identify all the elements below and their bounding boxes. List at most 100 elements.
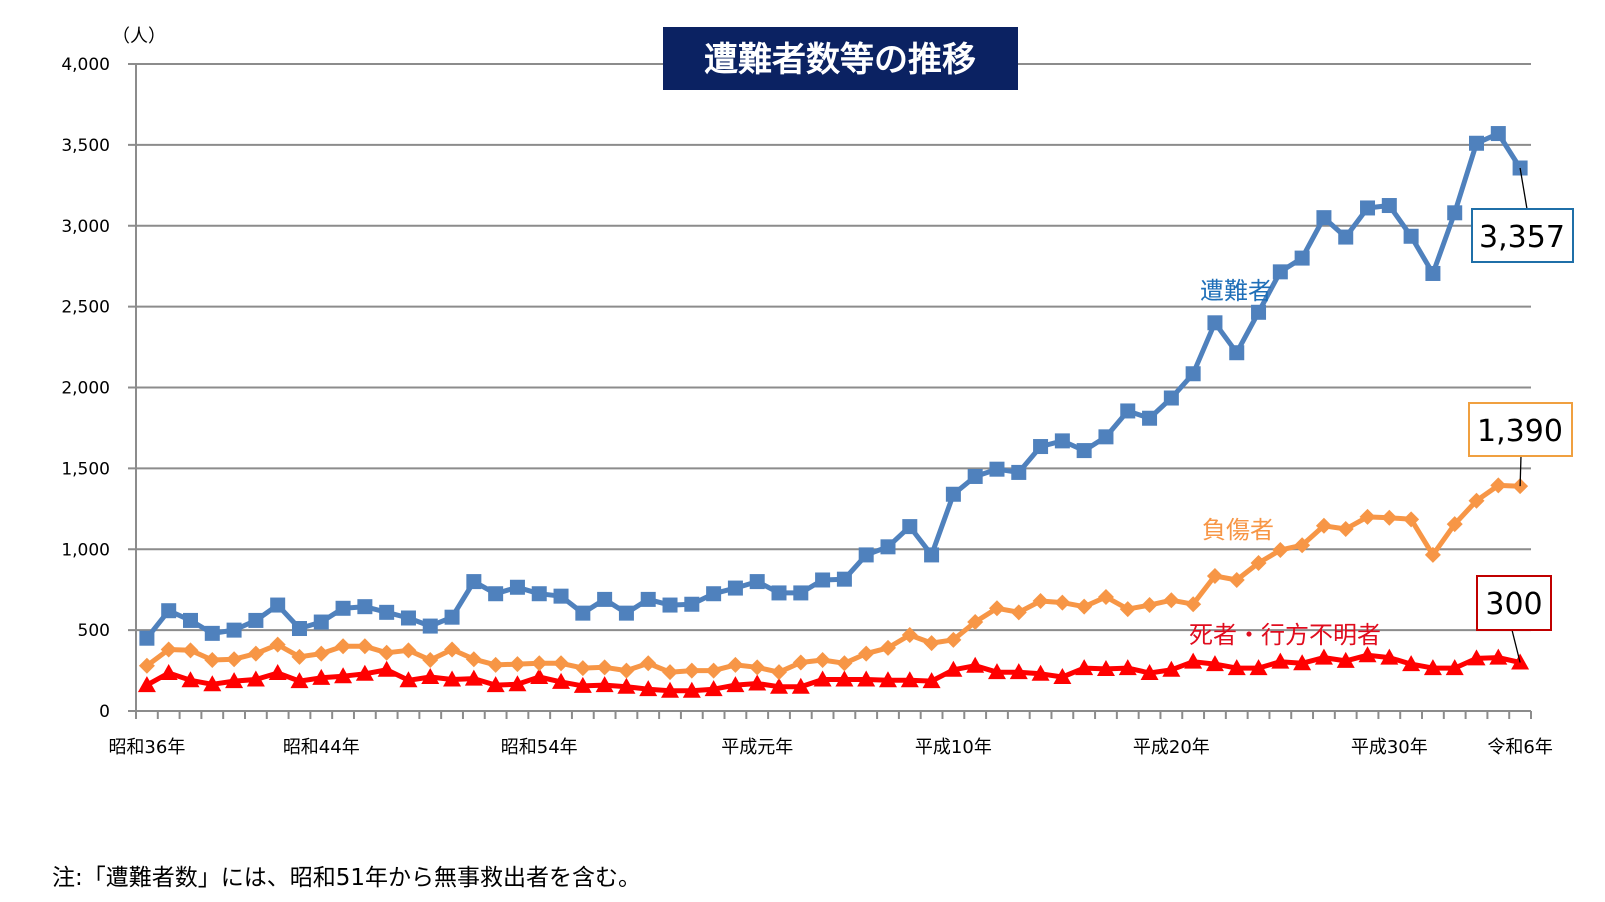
data-point <box>246 670 265 687</box>
data-point <box>226 651 243 668</box>
data-point <box>749 574 765 590</box>
data-point <box>1054 594 1071 611</box>
data-point <box>682 681 701 698</box>
callout-dead-missing: 300 <box>1476 575 1552 663</box>
data-point <box>161 603 177 619</box>
data-point <box>1227 659 1246 676</box>
data-point <box>1010 604 1027 621</box>
data-point <box>749 659 766 676</box>
x-tick-label: 平成10年 <box>915 737 992 758</box>
data-point <box>1425 265 1441 281</box>
data-point <box>944 660 963 677</box>
y-tick-label: 0 <box>99 702 110 722</box>
data-point <box>1031 664 1050 681</box>
data-point <box>335 600 351 616</box>
callout-value-rescued: 3,357 <box>1479 220 1565 255</box>
data-point <box>1250 554 1267 571</box>
data-point <box>1119 601 1136 618</box>
data-point <box>1118 659 1137 676</box>
title-background <box>663 27 1018 90</box>
data-point <box>771 585 787 601</box>
data-point <box>531 586 547 602</box>
data-point <box>379 604 395 620</box>
data-point <box>1337 521 1354 538</box>
data-point <box>1272 264 1288 280</box>
data-point <box>1293 654 1312 671</box>
data-point <box>1315 517 1332 534</box>
data-point <box>704 680 723 697</box>
data-point <box>726 676 745 693</box>
data-point <box>1294 537 1311 554</box>
callout-rescued: 3,357 <box>1471 167 1574 263</box>
data-point <box>444 641 461 658</box>
data-point <box>248 612 264 628</box>
data-point <box>967 468 983 484</box>
data-point <box>356 638 373 655</box>
data-point <box>182 642 199 659</box>
x-tick-label: 平成元年 <box>721 737 793 758</box>
data-point <box>1447 205 1463 221</box>
data-point <box>1251 304 1267 320</box>
data-point <box>706 586 722 602</box>
gridlines <box>128 63 1531 632</box>
data-point <box>1468 492 1485 509</box>
data-point <box>334 667 353 684</box>
series-line <box>145 482 1521 675</box>
chart-title: 遭難者数等の推移 <box>704 40 976 80</box>
data-point <box>487 656 504 673</box>
data-point <box>618 662 635 679</box>
callout-value-injured: 1,390 <box>1477 414 1563 449</box>
data-point <box>1011 464 1027 480</box>
data-point <box>793 585 809 601</box>
data-point <box>181 671 200 688</box>
data-point <box>1271 652 1290 669</box>
data-point <box>400 642 417 659</box>
data-point <box>377 660 396 677</box>
data-point <box>422 618 438 634</box>
data-point <box>160 641 177 658</box>
data-point <box>923 635 940 652</box>
data-point <box>1423 659 1442 676</box>
data-point <box>1162 660 1181 677</box>
data-point <box>488 586 504 602</box>
data-point <box>814 652 831 669</box>
data-point <box>204 652 221 669</box>
data-point <box>640 591 656 607</box>
footnote: 注:「遭難者数」には、昭和51年から無事救出者を含む。 <box>52 865 642 891</box>
data-point <box>508 675 527 692</box>
data-point <box>792 654 809 671</box>
data-point <box>1272 542 1289 559</box>
data-point <box>1446 516 1463 533</box>
data-point <box>486 676 505 693</box>
data-point <box>290 672 309 689</box>
data-point <box>1098 429 1114 445</box>
data-point <box>464 669 483 686</box>
data-point <box>945 486 961 502</box>
data-point <box>530 668 549 685</box>
data-point <box>989 461 1005 477</box>
data-point <box>1185 596 1202 613</box>
data-point <box>922 672 941 689</box>
x-tick-label: 平成30年 <box>1351 737 1428 758</box>
data-point <box>182 612 198 628</box>
data-point <box>1403 511 1420 528</box>
data-point <box>553 588 569 604</box>
callout-value-dead-missing: 300 <box>1485 587 1542 622</box>
data-point <box>268 663 287 680</box>
data-point <box>1467 649 1486 666</box>
data-point <box>1205 655 1224 672</box>
data-point <box>247 645 264 662</box>
data-point <box>1249 659 1268 676</box>
x-tick-label: 昭和44年 <box>283 737 360 758</box>
data-point <box>574 660 591 677</box>
data-point <box>575 605 591 621</box>
data-point <box>465 651 482 668</box>
data-point <box>1338 229 1354 245</box>
data-point <box>1053 668 1072 685</box>
data-point <box>835 670 854 687</box>
data-point <box>966 656 985 673</box>
data-point <box>1314 648 1333 665</box>
data-point <box>139 630 155 646</box>
data-point <box>204 625 220 641</box>
title-box: 遭難者数等の推移 <box>663 27 1018 90</box>
